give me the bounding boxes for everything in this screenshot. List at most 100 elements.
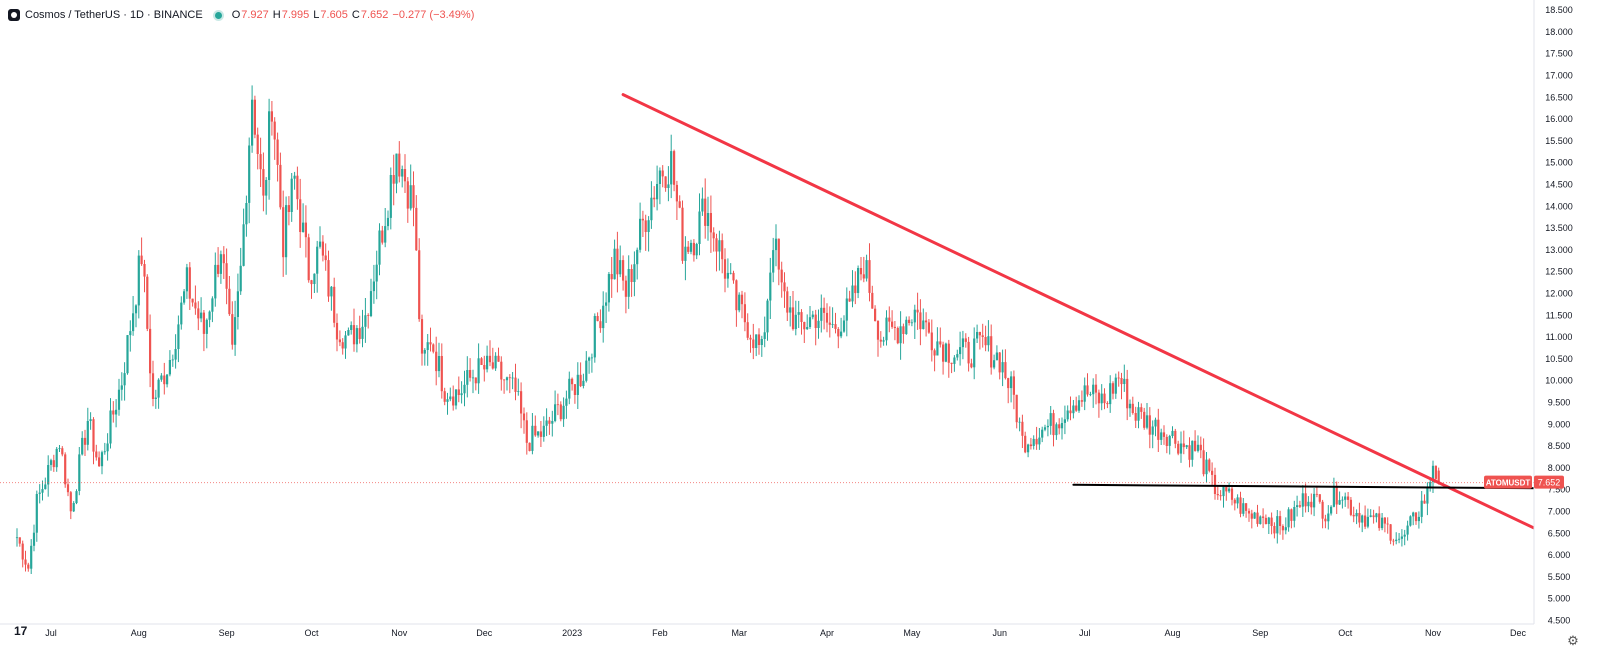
candle <box>902 323 905 344</box>
candle-body <box>899 326 902 344</box>
candle <box>474 377 477 391</box>
candle <box>1126 369 1129 421</box>
candle-body <box>395 153 398 184</box>
candle-body <box>163 375 166 385</box>
candle-body <box>177 324 180 349</box>
candle-body <box>667 184 670 188</box>
candle <box>834 312 837 334</box>
candle-body <box>146 276 149 329</box>
price-tick-label: 11.500 <box>1546 310 1573 320</box>
candle-body <box>1024 435 1027 453</box>
candle-body <box>712 232 715 239</box>
candle <box>814 309 817 346</box>
drawings[interactable] <box>621 93 1596 559</box>
candle <box>497 347 500 362</box>
tradingview-logo-icon[interactable]: 17 <box>14 624 28 638</box>
time-axis[interactable]: Jul Aug Sep Oct Nov Dec 2023 Feb Mar Apr May Jun Jul… <box>0 623 1534 638</box>
candle <box>132 296 135 336</box>
symbol-title[interactable]: Cosmos / TetherUS · 1D · BINANCE <box>25 9 203 21</box>
candle <box>1383 517 1386 533</box>
candle-body <box>318 241 322 247</box>
price-axis[interactable]: 4.500 5.000 5.500 6.000 6.500 7.000 7.500 8.000… <box>1533 0 1600 654</box>
candle-body <box>1010 376 1013 389</box>
candle <box>395 153 398 194</box>
ticker-tag-label: ATOMUSDT <box>1486 479 1531 488</box>
candle-body <box>1347 496 1350 500</box>
candle <box>480 357 483 365</box>
candle-body <box>777 238 780 270</box>
candle-body <box>392 175 395 184</box>
candle <box>1420 491 1423 524</box>
candle <box>695 242 698 260</box>
price-tick-label: 17.000 <box>1545 71 1573 81</box>
candle <box>41 480 44 501</box>
candle-body <box>435 351 438 372</box>
symbol-legend: Cosmos / TetherUS · 1D · BINANCE O 7.927… <box>8 6 478 24</box>
candle <box>500 356 503 391</box>
candle-body <box>1128 403 1132 409</box>
candle-body <box>1083 385 1086 402</box>
candle-body <box>851 285 854 302</box>
candle-body <box>191 298 194 303</box>
candle <box>942 341 945 375</box>
candle <box>1233 498 1236 511</box>
candle <box>316 240 319 293</box>
close-label: C <box>351 9 360 21</box>
candle-body <box>1293 507 1296 521</box>
candle-body <box>831 324 834 325</box>
candle-body <box>61 448 64 455</box>
candle-body <box>1338 500 1341 505</box>
candle-body <box>225 263 228 289</box>
candle-body <box>545 420 548 426</box>
gear-icon[interactable]: ⚙ <box>1567 633 1579 648</box>
candle <box>1230 486 1234 506</box>
candle-body <box>55 448 58 468</box>
candle <box>882 336 885 346</box>
candle-body <box>160 375 163 380</box>
candle-body <box>1420 500 1423 517</box>
candle <box>806 314 809 330</box>
candle-body <box>1378 513 1381 529</box>
candle-body <box>1417 516 1420 522</box>
candle-body <box>1140 407 1143 412</box>
candle-body <box>568 378 571 399</box>
candle <box>1128 399 1132 417</box>
candle-body <box>834 324 837 329</box>
candle <box>432 343 435 354</box>
candle-body <box>1035 438 1038 445</box>
candle-body <box>285 205 288 258</box>
candle-body <box>593 316 596 358</box>
candle <box>1097 389 1100 418</box>
candle <box>1386 517 1389 534</box>
candle-body <box>653 197 656 200</box>
candles <box>15 85 1440 574</box>
candle-body <box>905 319 908 334</box>
candle <box>1245 503 1248 518</box>
candle-body <box>1250 513 1253 519</box>
candle <box>120 372 123 401</box>
candle-body <box>590 357 593 359</box>
candle-body <box>760 339 763 345</box>
candle-body <box>947 343 950 363</box>
candle-body <box>389 175 392 218</box>
support-line[interactable] <box>1072 483 1542 490</box>
descending-trendline[interactable] <box>621 93 1596 559</box>
candle-body <box>75 491 78 504</box>
price-tag: ATOMUSDT 7.652 <box>1484 475 1564 489</box>
candle-body <box>290 178 293 212</box>
candle-body <box>92 419 95 452</box>
candle-body <box>1321 501 1324 519</box>
candle <box>47 455 50 497</box>
candle-body <box>32 532 36 546</box>
candle <box>718 230 721 271</box>
candle-body <box>471 377 475 379</box>
time-tick-label: Sep <box>1252 628 1268 638</box>
candle-body <box>494 355 497 369</box>
candle-body <box>548 420 551 424</box>
market-status-icon[interactable] <box>214 11 222 19</box>
candle-body <box>970 363 973 368</box>
candle <box>573 384 576 404</box>
candle <box>92 417 95 465</box>
